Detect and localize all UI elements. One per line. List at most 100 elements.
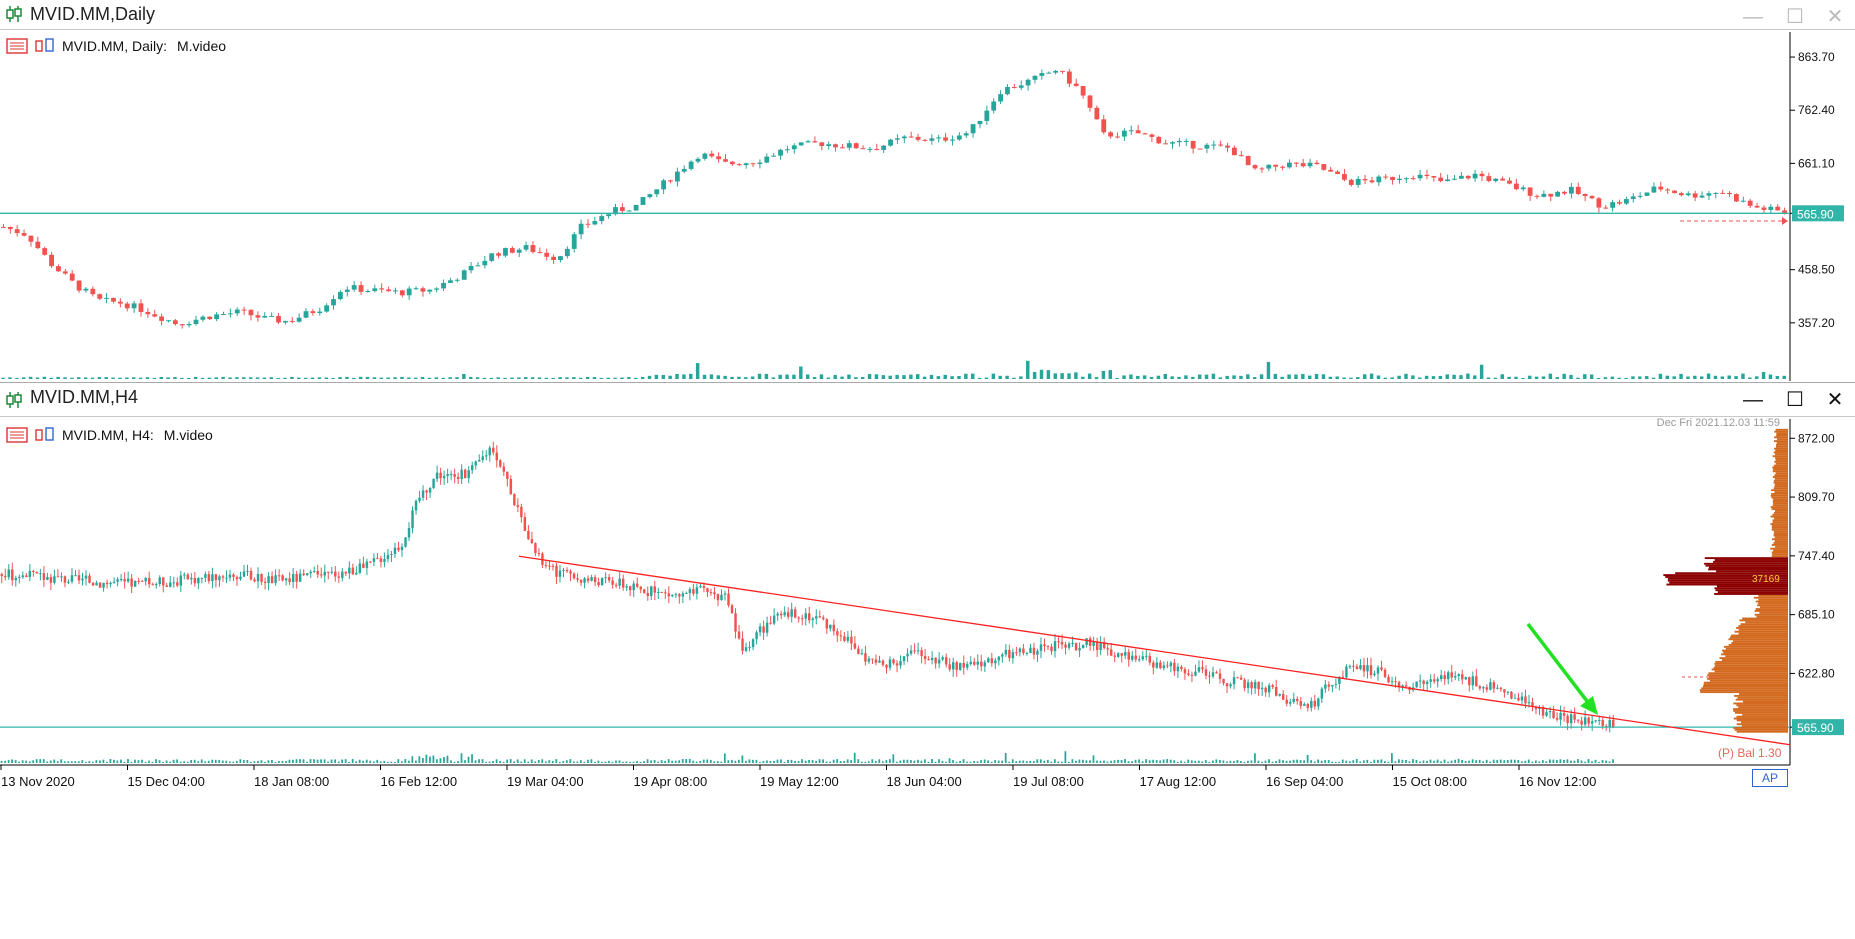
volume-bar — [1232, 375, 1235, 379]
candle-body — [641, 197, 646, 205]
volume-profile-bar — [1754, 597, 1788, 599]
volume-bar — [1521, 378, 1524, 379]
symbol-chart-icon[interactable] — [34, 38, 56, 54]
candle-body — [1204, 145, 1209, 149]
candle-body — [1328, 170, 1333, 172]
volume-bar — [1451, 761, 1453, 763]
maximize-button[interactable]: ☐ — [1775, 386, 1815, 414]
volume-bar — [1100, 761, 1102, 763]
candle-body — [766, 623, 768, 633]
candle-body — [1503, 689, 1505, 692]
volume-bar — [1068, 762, 1070, 763]
volume-bar — [98, 377, 101, 379]
ap-button[interactable]: AP — [1752, 769, 1788, 787]
candle-body — [857, 649, 859, 654]
candle-body — [15, 229, 20, 233]
volume-profile-bar — [1734, 718, 1788, 720]
h4-chart-svg[interactable]: 872.00809.70747.40685.10622.80565.9013 N… — [0, 419, 1855, 939]
candle-body — [197, 578, 199, 583]
volume-bar — [1, 761, 3, 763]
daily-chart-svg[interactable]: 863.70762.40661.10458.50357.20565.90 — [0, 32, 1855, 381]
volume-bar — [675, 761, 677, 763]
candle-body — [439, 473, 441, 479]
current-price-label: 565.90 — [1797, 721, 1834, 735]
volume-bar — [720, 762, 722, 763]
candle-body — [759, 626, 761, 632]
daily-chart-area[interactable]: 863.70 762.40 661.10 458.50 357.20 565.90 MVI… — [0, 32, 1855, 381]
symbol-chart-icon[interactable] — [34, 427, 56, 443]
volume-profile-bar — [1775, 450, 1788, 452]
volume-bar — [987, 760, 989, 763]
h4-chart-area[interactable]: 872.00 809.70 747.40 685.10 622.80 565.90 13 N… — [0, 419, 1855, 939]
maximize-button[interactable]: ☐ — [1775, 3, 1815, 31]
volume-bar — [964, 374, 967, 379]
volume-bar — [731, 760, 733, 763]
volume-bar — [1109, 370, 1112, 379]
x-tick-label: 19 Jul 08:00 — [1013, 774, 1084, 789]
volume-bar — [1459, 375, 1462, 379]
candle-body — [892, 659, 894, 663]
volume-bar — [106, 762, 108, 763]
data-window-icon[interactable] — [6, 38, 28, 54]
candle-body — [1584, 717, 1586, 724]
volume-bar — [613, 378, 616, 379]
volume-bar — [1588, 759, 1590, 763]
volume-bar — [1461, 760, 1463, 763]
x-tick-label: 17 Aug 12:00 — [1140, 774, 1217, 789]
volume-profile-bar — [1772, 525, 1788, 527]
candle-body — [345, 290, 350, 292]
minimize-button[interactable]: — — [1733, 386, 1773, 414]
volume-bar — [235, 377, 238, 379]
candle-body — [987, 658, 989, 662]
volume-bar — [696, 762, 698, 763]
volume-bar — [331, 760, 333, 763]
candle-body — [594, 577, 596, 582]
volume-bar — [1219, 760, 1221, 763]
candle-body — [1458, 674, 1460, 676]
candle-body — [871, 659, 873, 660]
candle-body — [1103, 643, 1105, 648]
volume-profile-bar — [1708, 672, 1788, 674]
candle-body — [1208, 676, 1210, 677]
volume-bar — [1570, 761, 1572, 763]
candle-body — [590, 577, 592, 581]
volume-bar — [176, 759, 178, 763]
volume-bar — [668, 759, 670, 763]
volume-bar — [317, 760, 319, 763]
volume-bar — [1707, 374, 1710, 379]
volume-bar — [594, 762, 596, 763]
close-button[interactable]: ✕ — [1815, 386, 1855, 414]
candle-body — [123, 579, 125, 581]
candle-body — [236, 577, 238, 579]
candle-body — [352, 285, 357, 290]
volume-bar — [1556, 377, 1559, 379]
volume-profile-bar — [1771, 489, 1788, 491]
data-window-icon[interactable] — [6, 427, 28, 443]
candle-body — [176, 582, 178, 585]
minimize-button[interactable]: — — [1733, 3, 1773, 31]
volume-bar — [572, 377, 575, 379]
daily-window-titlebar[interactable]: MVID.MM,Daily — ☐ ✕ — [0, 0, 1855, 30]
volume-bar — [1036, 759, 1038, 763]
candle-body — [8, 227, 13, 229]
volume-bar — [290, 377, 293, 379]
volume-profile-bar — [1773, 455, 1788, 457]
candle-body — [1415, 682, 1417, 688]
candle-body — [1645, 192, 1650, 195]
candle-body — [812, 619, 814, 621]
volume-bar — [475, 760, 477, 763]
candle-body — [881, 146, 886, 150]
candle-body — [524, 517, 526, 531]
volume-bar — [885, 760, 887, 763]
h4-window-titlebar[interactable]: MVID.MM,H4 — ☐ ✕ — [0, 383, 1855, 417]
volume-bar — [1015, 761, 1017, 763]
close-button[interactable]: ✕ — [1815, 3, 1855, 31]
volume-bar — [668, 376, 671, 379]
candle-body — [713, 592, 715, 594]
volume-bar — [559, 762, 561, 763]
volume-bar — [889, 759, 891, 763]
candle-body — [1310, 701, 1312, 708]
volume-profile-bar — [1708, 568, 1788, 570]
candle-body — [895, 138, 900, 139]
volume-bar — [565, 377, 568, 379]
